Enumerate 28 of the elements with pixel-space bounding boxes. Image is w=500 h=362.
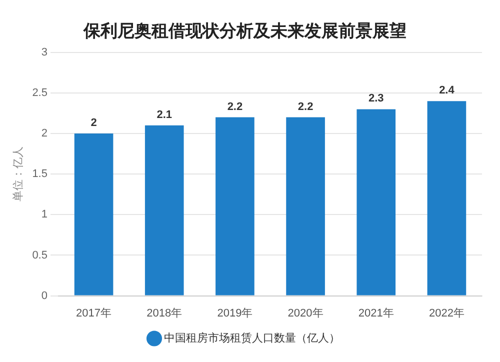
chart-title: 保利尼奥租借现状分析及未来发展前景展望 <box>82 22 406 42</box>
legend-label: 中国租房市场租赁人口数量（亿人） <box>164 331 340 344</box>
data-label: 2 <box>90 117 97 130</box>
y-tick-label: 2.5 <box>32 87 48 99</box>
y-tick-label: 0.5 <box>32 249 48 262</box>
data-label: 2.2 <box>227 100 243 113</box>
bar <box>427 101 466 296</box>
data-label: 2.3 <box>368 92 384 105</box>
data-label: 2.2 <box>298 100 314 113</box>
y-tick-label: 2 <box>41 128 48 140</box>
y-tick-label: 3 <box>41 46 48 58</box>
y-axis-title: 单位：亿人 <box>11 146 24 202</box>
y-tick-label: 0 <box>41 290 48 302</box>
bar <box>286 117 325 296</box>
y-tick-label: 1.5 <box>32 168 48 180</box>
x-tick-label: 2022年 <box>428 307 464 320</box>
x-tick-label: 2020年 <box>288 307 324 320</box>
x-tick-label: 2018年 <box>146 307 182 320</box>
x-tick-label: 2019年 <box>217 307 253 320</box>
bar <box>356 109 396 296</box>
y-tick-label: 1 <box>41 208 48 221</box>
data-label: 2.4 <box>439 84 456 97</box>
x-tick-label: 2017年 <box>76 307 112 320</box>
bar <box>74 134 114 296</box>
bar <box>144 125 184 296</box>
data-label: 2.1 <box>156 108 172 121</box>
x-tick-label: 2021年 <box>358 307 394 320</box>
bar <box>216 117 254 296</box>
